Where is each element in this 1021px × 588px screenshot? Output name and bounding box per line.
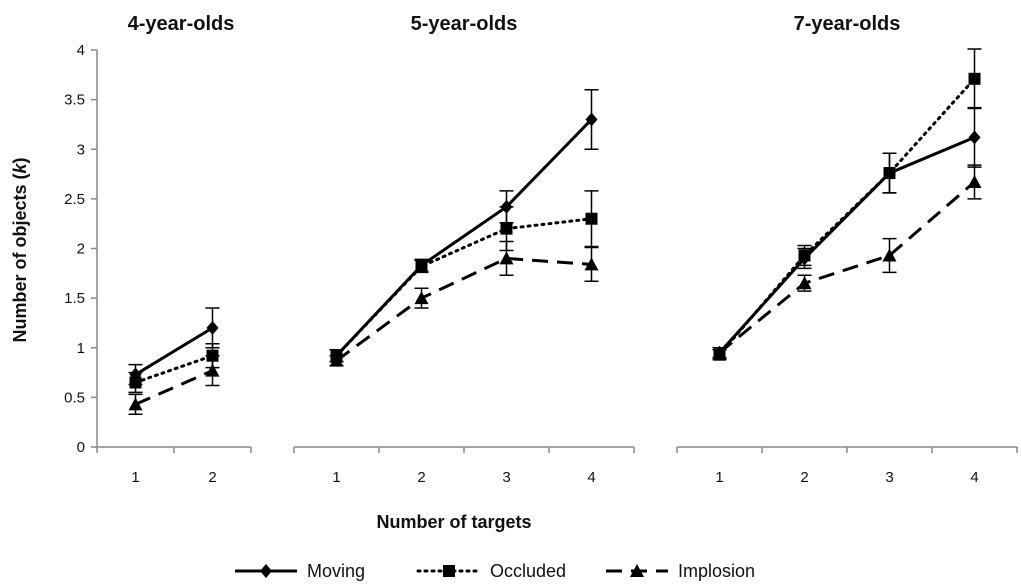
legend-item-occluded: Occluded (416, 561, 566, 581)
data-point (128, 397, 143, 411)
y-tick-label: 3 (77, 141, 85, 158)
data-point (585, 212, 598, 225)
y-axis-title-pre: Number of objects ( (10, 173, 30, 342)
data-point (967, 175, 982, 189)
x-tick-label: 2 (417, 469, 425, 486)
data-point (797, 276, 812, 290)
y-tick-label: 2.5 (64, 191, 85, 208)
series-line (335, 217, 593, 358)
series-implosion (128, 354, 220, 415)
legend-label: Implosion (678, 561, 755, 581)
series-line (718, 77, 976, 357)
data-point (129, 376, 142, 389)
data-point (585, 112, 598, 127)
series-line (718, 180, 976, 354)
y-axis-title: Number of objects (k) (10, 157, 30, 342)
x-tick-label: 3 (885, 469, 893, 486)
x-tick-label: 2 (800, 469, 808, 486)
series-occluded (329, 190, 599, 363)
series-moving (712, 106, 982, 360)
data-point (205, 363, 220, 377)
y-axis-title-k: k (10, 163, 30, 174)
panel-1: 1 2 4-year-olds (96, 13, 252, 486)
x-tick-label: 3 (502, 469, 510, 486)
x-tick-label: 4 (970, 469, 978, 486)
series-implosion (329, 240, 599, 367)
data-point (206, 320, 219, 335)
data-point (882, 248, 897, 262)
series-line (335, 256, 592, 362)
legend-marker (630, 564, 644, 577)
series-implosion (712, 164, 982, 359)
legend-marker (443, 565, 455, 577)
legend-label: Occluded (490, 561, 566, 581)
data-point (414, 291, 429, 305)
y-tick-label: 1 (77, 340, 85, 357)
legend-item-implosion: Implosion (606, 561, 755, 581)
data-point (798, 249, 811, 262)
x-axis-title: Number of targets (376, 512, 531, 532)
y-tick-label: 0 (77, 439, 85, 456)
panel-2: 1 2 3 4 5-year-olds (293, 13, 635, 486)
panel-3: 1 2 3 4 7-year-olds (676, 13, 1018, 486)
x-tick-label: 1 (131, 469, 139, 486)
y-tick-label: 3.5 (64, 92, 85, 109)
axes: 0 0.5 1 1.5 2 2.5 3 3.5 4 (64, 42, 98, 456)
data-point (883, 167, 896, 180)
y-tick-label: 2 (77, 241, 85, 258)
panel-title: 7-year-olds (794, 13, 901, 35)
x-tick-label: 1 (332, 469, 340, 486)
data-point (329, 353, 344, 367)
legend-marker (260, 564, 272, 578)
data-point (415, 260, 428, 273)
x-tick-label: 4 (587, 469, 595, 486)
data-point (968, 72, 981, 85)
series-line (335, 118, 593, 357)
series-occluded (712, 48, 982, 361)
legend: Moving Occluded Implosion (235, 561, 755, 581)
data-point (499, 251, 514, 265)
y-tick-label: 4 (77, 42, 85, 59)
data-point (968, 130, 981, 145)
series-line (134, 369, 214, 406)
chart-panels: 1 2 4-year-olds 1 2 3 4 5-year-olds 1 2 3 4 7-year-o… (96, 13, 1018, 486)
series-moving (329, 88, 599, 363)
legend-item-moving: Moving (235, 561, 365, 581)
panel-title: 4-year-olds (128, 13, 235, 35)
y-tick-label: 0.5 (64, 389, 85, 406)
data-point (712, 345, 727, 359)
data-point (584, 257, 599, 271)
series-line (134, 354, 214, 384)
y-tick-label: 1.5 (64, 290, 85, 307)
x-tick-label: 1 (715, 469, 723, 486)
series-line (134, 326, 214, 376)
data-point (500, 222, 513, 235)
x-tick-label: 2 (208, 469, 216, 486)
legend-label: Moving (307, 561, 365, 581)
y-axis-title-post: ) (10, 157, 30, 163)
panel-title: 5-year-olds (411, 13, 518, 35)
